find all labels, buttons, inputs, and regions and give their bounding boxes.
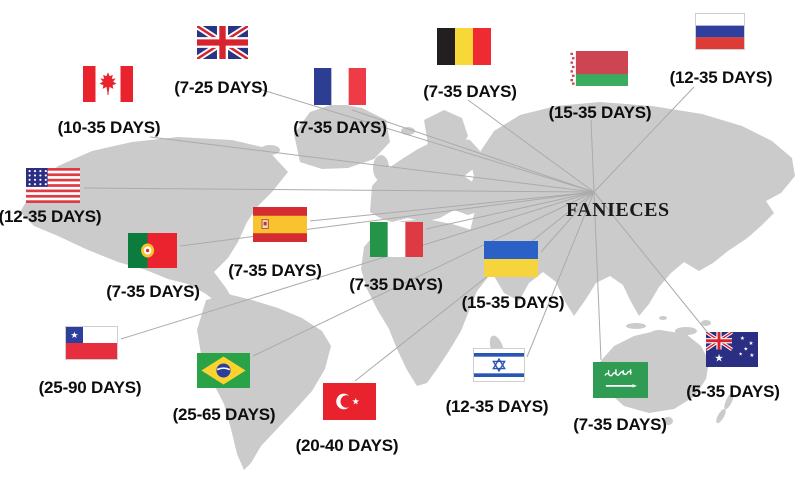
shipping-time-label-belarus: (15-35 DAYS)	[548, 103, 652, 122]
shipping-time-label-belgium: (7-35 DAYS)	[423, 82, 517, 101]
connector-line-chile	[120, 191, 595, 340]
flag-ukraine-icon	[484, 241, 538, 277]
connector-line-russia	[593, 86, 695, 193]
shipping-time-label-portugal: (7-35 DAYS)	[106, 282, 200, 301]
flag-chile-icon: ★	[65, 326, 118, 360]
connector-line-australia	[593, 191, 709, 334]
shipping-time-label-uk: (7-25 DAYS)	[174, 78, 268, 97]
flag-saudi-arabia-icon	[593, 362, 648, 398]
flag-australia-icon: ★ ★ ★ ★ ★ ★	[706, 332, 758, 367]
flag-turkey-icon: ★	[323, 383, 376, 420]
connector-line-france	[351, 109, 595, 193]
shipping-time-label-italy: (7-35 DAYS)	[349, 275, 443, 294]
shipping-time-label-turkey: (20-40 DAYS)	[295, 436, 399, 455]
connector-line-belarus	[590, 119, 595, 193]
connector-line-portugal	[179, 191, 595, 247]
flag-spain-icon	[253, 207, 307, 242]
svg-text:★: ★	[749, 340, 754, 347]
shipping-time-label-spain: (7-35 DAYS)	[228, 261, 322, 280]
flag-portugal-icon	[128, 233, 177, 268]
connector-line-belgium	[467, 99, 595, 193]
connector-line-italy	[425, 191, 595, 230]
flag-belarus-icon	[569, 51, 628, 86]
connector-lines	[83, 86, 709, 382]
shipping-time-label-france: (7-35 DAYS)	[293, 118, 387, 137]
connector-line-israel	[526, 191, 595, 358]
flag-usa-icon	[26, 168, 80, 203]
flag-canada-icon	[83, 66, 133, 102]
connector-line-canada	[149, 136, 595, 193]
flag-france-icon	[314, 68, 366, 105]
shipping-time-label-israel: (12-35 DAYS)	[445, 397, 549, 416]
shipping-time-label-australia: (5-35 DAYS)	[686, 382, 780, 401]
connector-line-brazil	[252, 191, 595, 357]
shipping-time-label-brazil: (25-65 DAYS)	[172, 405, 276, 424]
connector-line-turkey	[354, 191, 595, 382]
flag-israel-icon	[473, 348, 525, 382]
shipping-time-label-chile: (25-90 DAYS)	[38, 378, 142, 397]
brand-label: FANIECES	[566, 199, 670, 221]
shipping-time-label-canada: (10-35 DAYS)	[57, 118, 161, 137]
flag-italy-icon	[370, 222, 423, 257]
flag-russia-icon	[695, 13, 745, 50]
svg-text:★: ★	[740, 335, 745, 342]
svg-text:★: ★	[352, 397, 360, 407]
connector-line-spain	[309, 191, 595, 222]
shipping-time-label-russia: (12-35 DAYS)	[669, 68, 773, 87]
svg-text:★: ★	[714, 352, 723, 364]
svg-text:★: ★	[739, 352, 743, 358]
shipping-time-label-saudi-arabia: (7-35 DAYS)	[573, 415, 667, 434]
svg-text:★: ★	[749, 352, 754, 359]
flag-belgium-icon	[437, 28, 491, 65]
flag-brazil-icon	[197, 353, 250, 388]
connector-line-usa	[83, 187, 595, 193]
svg-text:★: ★	[70, 331, 78, 341]
connector-line-saudi-arabia	[593, 191, 602, 361]
flag-uk-icon	[197, 26, 248, 59]
connector-line-uk	[255, 87, 595, 193]
shipping-time-label-usa: (12-35 DAYS)	[0, 207, 102, 226]
shipping-time-label-ukraine: (15-35 DAYS)	[461, 293, 565, 312]
connector-line-ukraine	[540, 191, 595, 253]
svg-text:★: ★	[744, 346, 749, 352]
